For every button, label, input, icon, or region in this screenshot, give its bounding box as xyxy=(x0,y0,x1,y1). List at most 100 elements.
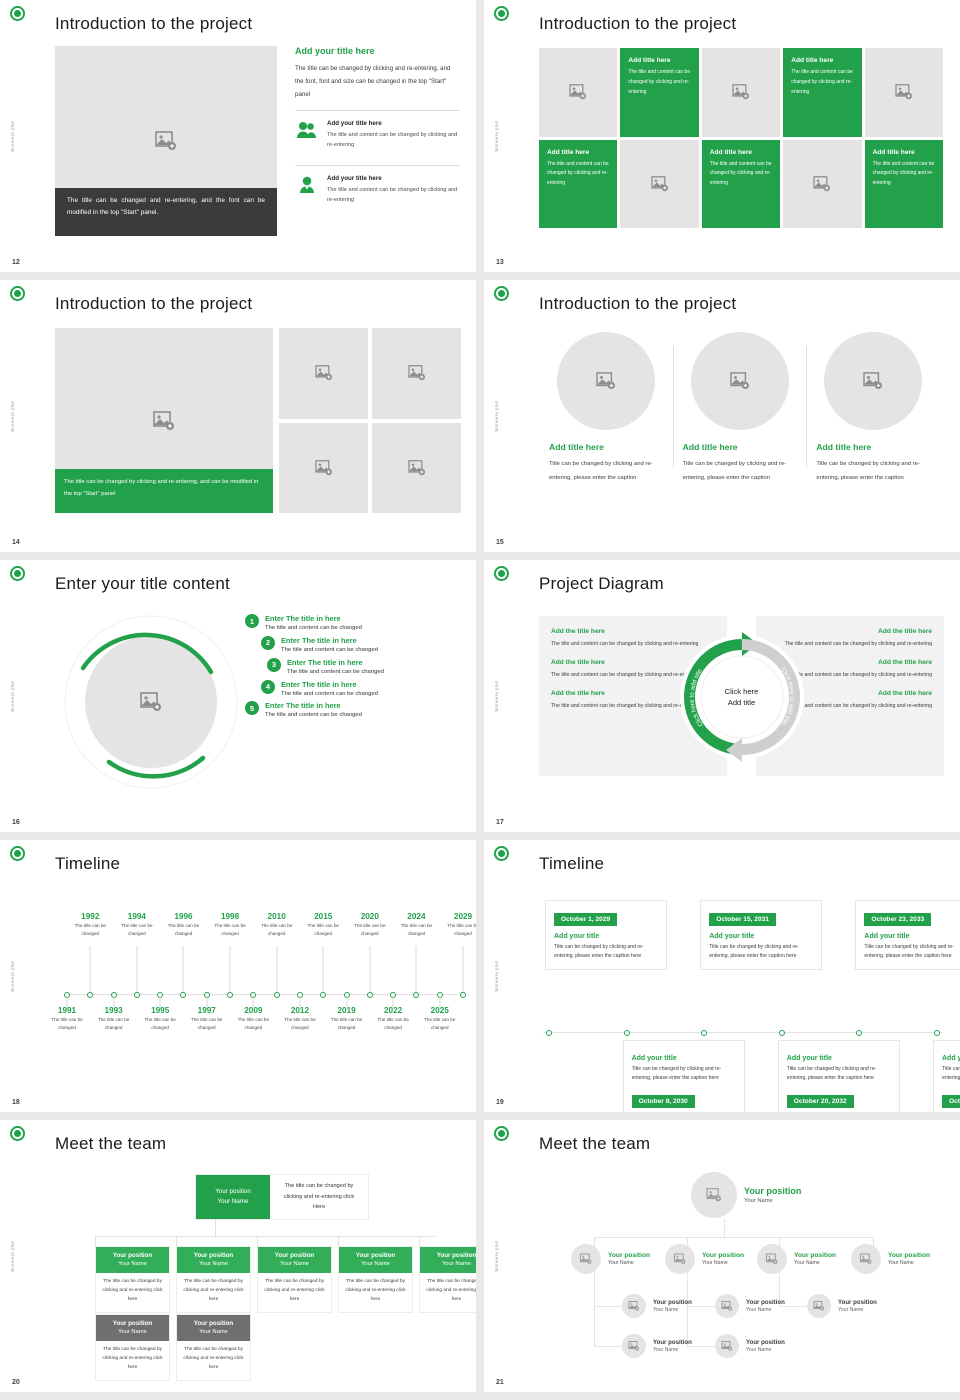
timeline-event[interactable]: 2024 The title can be changed xyxy=(393,912,439,937)
image-placeholder[interactable] xyxy=(279,328,368,419)
org-card[interactable]: Your position Your Name The title can be c… xyxy=(338,1246,413,1313)
timeline-tick[interactable] xyxy=(320,991,327,998)
timeline-event[interactable]: 2022 The title can be changed xyxy=(370,1006,416,1031)
slide-21[interactable]: Business plan 21 Meet the team xyxy=(484,1120,960,1392)
team-member[interactable]: Your position Your Name xyxy=(622,1294,692,1318)
timeline-card[interactable]: Add your title Title can be changed by cl… xyxy=(622,1040,745,1112)
timeline-event[interactable]: 2009 The title can be changed xyxy=(230,1006,276,1031)
slide-16[interactable]: Business plan 16 Enter your title conten… xyxy=(0,560,476,832)
list-item[interactable]: 5 Enter The title in here The title and c… xyxy=(245,701,460,720)
list-item[interactable]: 3 Enter The title in here The title and c… xyxy=(267,657,460,677)
list-item[interactable]: 2 Enter The title in here The title and c… xyxy=(261,635,460,655)
timeline-event[interactable]: 1994 The title can be changed xyxy=(114,912,160,937)
slide-19[interactable]: Business plan 19 Timeline October 1, 202… xyxy=(484,840,960,1112)
timeline-dot[interactable] xyxy=(778,1029,785,1036)
timeline-tick[interactable] xyxy=(460,991,466,998)
cycle-center-label[interactable]: Click here Add title xyxy=(707,663,776,731)
feature-row[interactable]: Add your title here The title and conten… xyxy=(295,118,460,156)
timeline-event[interactable]: 1995 The title can be changed xyxy=(137,1006,183,1031)
team-member[interactable]: Your position Your Name xyxy=(851,1244,930,1274)
org-card[interactable]: Your position Your Name The title can be c… xyxy=(176,1314,251,1381)
avatar[interactable] xyxy=(622,1334,646,1358)
timeline-tick[interactable] xyxy=(227,991,234,998)
team-member[interactable]: Your position Your Name xyxy=(715,1294,785,1318)
image-placeholder-circle[interactable] xyxy=(556,332,655,430)
team-root[interactable]: Your position Your Name xyxy=(691,1172,801,1218)
timeline-event[interactable]: 2012 The title can be changed xyxy=(277,1006,323,1031)
team-member[interactable]: Your position Your Name xyxy=(715,1334,785,1358)
org-card[interactable]: Your position Your Name The title can be c… xyxy=(419,1246,476,1313)
list-item[interactable]: 4 Enter The title in here The title and c… xyxy=(261,679,460,699)
panel-item[interactable]: Add the title here The title and content … xyxy=(768,659,932,680)
panel-item[interactable]: Add the title here The title and content … xyxy=(768,628,932,649)
team-member[interactable]: Your position Your Name xyxy=(622,1334,692,1358)
timeline-event[interactable]: 1998 The title can be changed xyxy=(207,912,253,937)
timeline-event[interactable]: 1997 The title can be changed xyxy=(184,1006,230,1031)
org-card[interactable]: Your position Your Name The title can be c… xyxy=(176,1246,251,1313)
timeline-event[interactable]: 2015 The title can be changed xyxy=(300,912,346,937)
timeline-event[interactable]: 1991 The title can be changed xyxy=(44,1006,90,1031)
timeline-event[interactable]: 1992 The title can be changed xyxy=(67,912,113,937)
avatar[interactable] xyxy=(715,1294,739,1318)
image-placeholder-main[interactable]: The title can be changed by clicking and… xyxy=(55,328,273,513)
timeline-tick[interactable] xyxy=(180,991,187,998)
timeline-dot[interactable] xyxy=(546,1029,552,1036)
column[interactable]: Add title here Title can be changed by c… xyxy=(806,332,940,485)
feature-row[interactable]: Add your title here The title and conten… xyxy=(295,173,460,211)
timeline-dot[interactable] xyxy=(701,1029,708,1036)
image-placeholder[interactable] xyxy=(701,48,781,137)
avatar[interactable] xyxy=(691,1172,737,1218)
timeline-event[interactable]: 1993 The title can be changed xyxy=(91,1006,137,1031)
avatar[interactable] xyxy=(757,1244,787,1274)
org-root[interactable]: Your position Your Name The title can be… xyxy=(195,1174,369,1220)
image-placeholder-circle[interactable] xyxy=(690,332,789,430)
timeline-card[interactable]: Add your title Title can be changed by cl… xyxy=(933,1040,960,1112)
team-member[interactable]: Your position Your Name xyxy=(757,1244,836,1274)
image-placeholder[interactable] xyxy=(279,422,368,513)
org-card[interactable]: Your position Your Name The title can be c… xyxy=(257,1246,332,1313)
column[interactable]: Add title here Title can be changed by c… xyxy=(672,332,807,485)
image-placeholder[interactable]: The title can be changed and re-entering… xyxy=(55,46,277,236)
timeline-card[interactable]: October 23, 2033 Add your title Title can … xyxy=(855,900,960,970)
slide-17[interactable]: Business plan 17 Project Diagram Add the… xyxy=(484,560,960,832)
text-card[interactable]: Add title here The title and content can … xyxy=(864,139,943,228)
list-item[interactable]: 1 Enter The title in here The title and c… xyxy=(245,614,460,633)
org-card[interactable]: Your position Your Name The title can be c… xyxy=(95,1246,170,1313)
avatar[interactable] xyxy=(665,1244,695,1274)
timeline-dot[interactable] xyxy=(934,1029,940,1036)
timeline-event[interactable]: 2029 The title can be changed xyxy=(440,912,476,937)
column[interactable]: Add title here Title can be changed by c… xyxy=(539,332,673,485)
timeline-tick[interactable] xyxy=(413,991,420,998)
timeline-event[interactable]: 2019 The title can be changed xyxy=(324,1006,370,1031)
timeline-event[interactable]: 2025 The title can be changed xyxy=(417,1006,463,1031)
timeline-card[interactable]: October 15, 2031 Add your title Title can … xyxy=(700,900,823,970)
timeline-card[interactable]: Add your title Title can be changed by cl… xyxy=(777,1040,900,1112)
avatar[interactable] xyxy=(807,1294,831,1318)
team-member[interactable]: Your position Your Name xyxy=(665,1244,744,1274)
image-placeholder[interactable] xyxy=(539,48,618,137)
timeline-tick[interactable] xyxy=(133,991,140,998)
panel-item[interactable]: Add the title here The title and content … xyxy=(768,690,932,711)
text-card[interactable]: Add title here The title and content can … xyxy=(783,48,862,137)
timeline-dot[interactable] xyxy=(856,1029,863,1036)
slide-14[interactable]: Business plan 14 Introduction to the pro… xyxy=(0,280,476,552)
image-placeholder[interactable] xyxy=(783,139,862,228)
avatar[interactable] xyxy=(622,1294,646,1318)
timeline-tick[interactable] xyxy=(366,991,373,998)
panel-item[interactable]: Add the title here The title and content … xyxy=(551,659,715,680)
slide-13[interactable]: Business plan 13 Introduction to the pro… xyxy=(484,0,960,272)
team-member[interactable]: Your position Your Name xyxy=(571,1244,650,1274)
image-placeholder[interactable] xyxy=(620,139,699,228)
slide-15[interactable]: Business plan 15 Introduction to the pro… xyxy=(484,280,960,552)
avatar[interactable] xyxy=(571,1244,601,1274)
team-member[interactable]: Your position Your Name xyxy=(807,1294,877,1318)
text-card[interactable]: Add title here The title and content can … xyxy=(539,139,618,228)
slide-18[interactable]: Business plan 18 Timeline 1991 The title … xyxy=(0,840,476,1112)
slide-20[interactable]: Business plan 20 Meet the team Your posi… xyxy=(0,1120,476,1392)
avatar[interactable] xyxy=(851,1244,881,1274)
avatar[interactable] xyxy=(715,1334,739,1358)
image-placeholder[interactable] xyxy=(864,48,943,137)
timeline-event[interactable]: 1996 The title can be changed xyxy=(160,912,206,937)
timeline-tick[interactable] xyxy=(87,991,94,998)
org-card[interactable]: Your position Your Name The title can be c… xyxy=(95,1314,170,1381)
